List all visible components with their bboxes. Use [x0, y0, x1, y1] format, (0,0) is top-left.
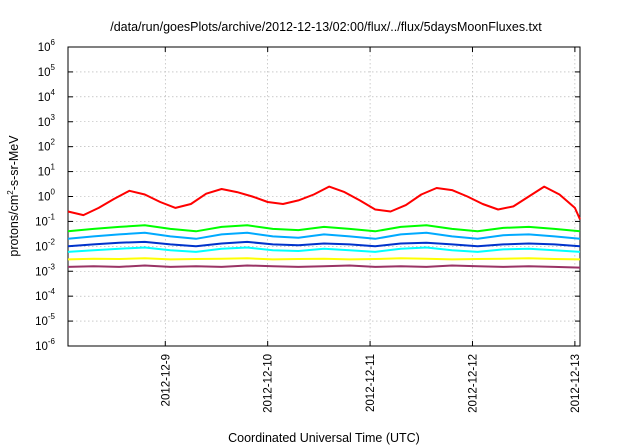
y-axis-label-sup: 2	[6, 190, 15, 195]
y-tick-label: 103	[38, 113, 56, 129]
y-tick-base: 10	[35, 241, 48, 253]
y-tick-base: 10	[35, 266, 48, 278]
y-tick-label: 104	[38, 88, 56, 104]
y-tick-base: 10	[35, 291, 48, 303]
y-tick-label: 10-5	[35, 312, 55, 328]
y-tick-label: 100	[38, 188, 56, 204]
series-line-7	[67, 264, 581, 269]
x-tick-label: 2012-12-11	[365, 354, 377, 412]
chart-title: /data/run/goesPlots/archive/2012-12-13/0…	[110, 20, 542, 34]
y-tick-label: 106	[38, 38, 56, 54]
x-tick-label: 2012-12-9	[160, 354, 172, 406]
y-tick-label: 10-2	[35, 237, 55, 253]
y-axis-label: protons/cm2-s-sr-MeV	[6, 135, 21, 257]
y-axis-label-main: protons/cm	[7, 195, 21, 257]
y-tick-base: 10	[38, 67, 51, 79]
series-line-2	[67, 224, 581, 233]
y-tick-label: 102	[38, 138, 56, 154]
y-tick-label: 101	[38, 163, 56, 179]
y-tick-base: 10	[38, 117, 51, 129]
y-tick-label: 10-1	[35, 212, 55, 228]
series-group	[67, 185, 581, 269]
y-tick-label: 10-6	[35, 337, 55, 353]
x-tick-label: 2012-12-10	[263, 354, 275, 413]
y-tick-exp: 2	[51, 138, 56, 147]
y-tick-label: 10-4	[35, 287, 55, 303]
y-tick-exp: 3	[51, 113, 56, 122]
y-tick-base: 10	[35, 316, 48, 328]
grid	[68, 47, 580, 346]
y-tick-exp: -3	[48, 262, 56, 271]
series-line-4	[67, 240, 581, 248]
y-tick-exp: -4	[48, 287, 56, 296]
y-tick-base: 10	[38, 192, 51, 204]
y-tick-base: 10	[38, 142, 51, 154]
series-line-3	[67, 231, 581, 240]
series-line-6	[67, 257, 581, 261]
x-axis: 2012-12-9 2012-12-10 2012-12-11 2012-12-12 2…	[160, 47, 582, 413]
y-tick-label: 105	[38, 63, 56, 79]
y-tick-exp: 4	[51, 88, 56, 97]
y-tick-exp: -1	[48, 212, 56, 221]
y-axis: 10-610-510-410-310-210-11001011021031041…	[35, 38, 580, 353]
x-tick-label: 2012-12-13	[570, 354, 582, 413]
y-tick-exp: 6	[51, 38, 56, 47]
y-tick-exp: -5	[48, 312, 56, 321]
y-tick-exp: -2	[48, 237, 56, 246]
y-tick-base: 10	[38, 42, 51, 54]
y-axis-label-rest: -s-sr-MeV	[7, 135, 21, 191]
x-axis-label: Coordinated Universal Time (UTC)	[228, 431, 420, 445]
y-tick-base: 10	[35, 216, 48, 228]
y-tick-exp: 1	[51, 163, 56, 172]
series-line-5	[67, 246, 581, 253]
y-tick-exp: -6	[48, 337, 56, 346]
y-tick-base: 10	[35, 341, 48, 353]
x-tick-label: 2012-12-12	[467, 354, 479, 413]
y-tick-exp: 0	[51, 188, 56, 197]
series-line-1	[67, 185, 581, 220]
y-tick-exp: 5	[51, 63, 56, 72]
y-tick-label: 10-3	[35, 262, 55, 278]
y-tick-base: 10	[38, 92, 51, 104]
y-tick-base: 10	[38, 167, 51, 179]
